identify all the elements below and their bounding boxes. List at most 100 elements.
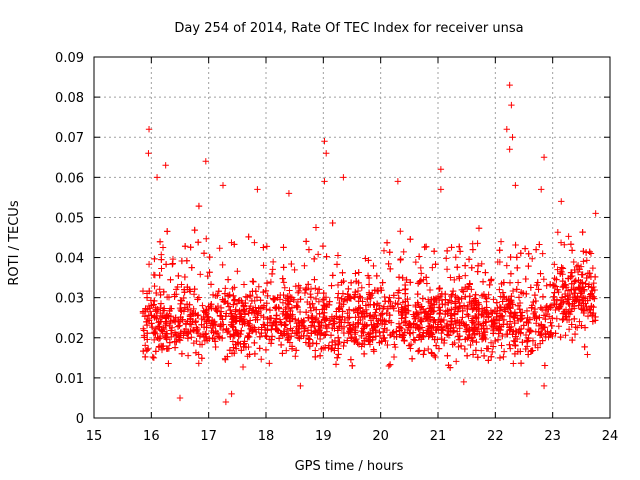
- data-point: [294, 289, 302, 296]
- data-point: [430, 248, 438, 255]
- data-point: [527, 348, 535, 355]
- data-point: [429, 264, 436, 271]
- data-point: [529, 255, 536, 262]
- data-point: [145, 126, 153, 133]
- data-point: [155, 335, 163, 343]
- data-point: [286, 298, 294, 305]
- data-point: [549, 315, 556, 322]
- data-point: [425, 345, 432, 353]
- data-point: [493, 313, 500, 321]
- data-point: [159, 244, 167, 251]
- data-point: [592, 210, 599, 217]
- data-point: [336, 299, 343, 307]
- data-point: [443, 247, 451, 255]
- data-point: [432, 261, 439, 268]
- data-point: [285, 301, 292, 308]
- data-point: [500, 293, 508, 300]
- data-point: [462, 321, 470, 328]
- data-point: [451, 276, 458, 284]
- data-point: [435, 304, 443, 311]
- data-point: [271, 296, 278, 303]
- data-point: [215, 288, 222, 295]
- data-point: [568, 286, 575, 293]
- data-point: [390, 292, 398, 299]
- data-point: [267, 314, 275, 322]
- data-point: [415, 348, 422, 355]
- data-point: [459, 307, 466, 315]
- data-point: [316, 326, 323, 334]
- data-point: [258, 329, 265, 337]
- data-point: [301, 327, 308, 335]
- data-point: [499, 298, 506, 305]
- data-point: [488, 309, 496, 317]
- data-point: [576, 298, 583, 306]
- data-point: [206, 269, 213, 276]
- data-point: [280, 264, 287, 271]
- data-point: [158, 265, 165, 272]
- data-point: [433, 327, 440, 334]
- data-point: [181, 304, 189, 311]
- data-point: [228, 318, 235, 326]
- data-point: [517, 325, 525, 333]
- data-point: [242, 293, 250, 300]
- data-point: [468, 317, 476, 324]
- data-point: [326, 298, 333, 305]
- data-point: [525, 319, 532, 327]
- data-point: [219, 326, 227, 334]
- data-point: [418, 303, 425, 310]
- data-point: [320, 313, 327, 321]
- data-point: [157, 291, 164, 299]
- data-point: [562, 313, 569, 320]
- axis-ticks: [93, 56, 611, 419]
- data-point: [497, 238, 505, 245]
- data-point: [584, 312, 592, 320]
- data-point: [470, 326, 477, 333]
- data-point: [427, 302, 435, 310]
- data-point: [551, 261, 558, 268]
- data-point: [394, 178, 402, 185]
- data-point: [507, 253, 514, 261]
- data-point: [198, 341, 206, 348]
- data-point: [555, 323, 563, 330]
- data-point: [237, 340, 244, 348]
- data-point: [279, 332, 287, 339]
- data-point: [554, 229, 562, 236]
- data-point: [480, 291, 488, 298]
- data-point: [513, 286, 520, 293]
- data-point: [568, 247, 576, 254]
- data-point: [154, 306, 161, 313]
- data-point: [250, 278, 257, 285]
- data-point: [456, 275, 463, 282]
- data-point: [380, 247, 388, 255]
- data-point: [323, 150, 330, 157]
- data-point: [178, 297, 185, 304]
- data-point: [305, 314, 312, 322]
- data-point: [216, 245, 223, 252]
- data-point: [483, 295, 490, 302]
- data-point: [497, 304, 505, 312]
- data-point: [410, 320, 417, 328]
- data-point: [575, 284, 582, 291]
- data-point: [565, 233, 572, 240]
- data-point: [174, 323, 182, 330]
- data-point: [380, 303, 388, 310]
- data-point: [436, 285, 443, 292]
- data-point: [168, 333, 175, 341]
- data-point: [352, 288, 359, 296]
- data-point: [487, 277, 495, 284]
- data-point: [260, 244, 267, 251]
- data-point: [316, 352, 324, 360]
- data-point: [489, 348, 496, 356]
- data-point: [561, 241, 568, 248]
- data-point: [540, 324, 547, 331]
- data-point: [525, 250, 532, 257]
- data-point: [194, 296, 201, 303]
- data-point: [308, 314, 315, 321]
- data-point: [302, 309, 310, 316]
- data-point: [260, 313, 267, 321]
- data-point: [152, 348, 160, 355]
- data-point: [506, 318, 514, 325]
- data-point: [435, 285, 443, 293]
- data-point: [455, 296, 462, 303]
- data-point: [374, 320, 381, 327]
